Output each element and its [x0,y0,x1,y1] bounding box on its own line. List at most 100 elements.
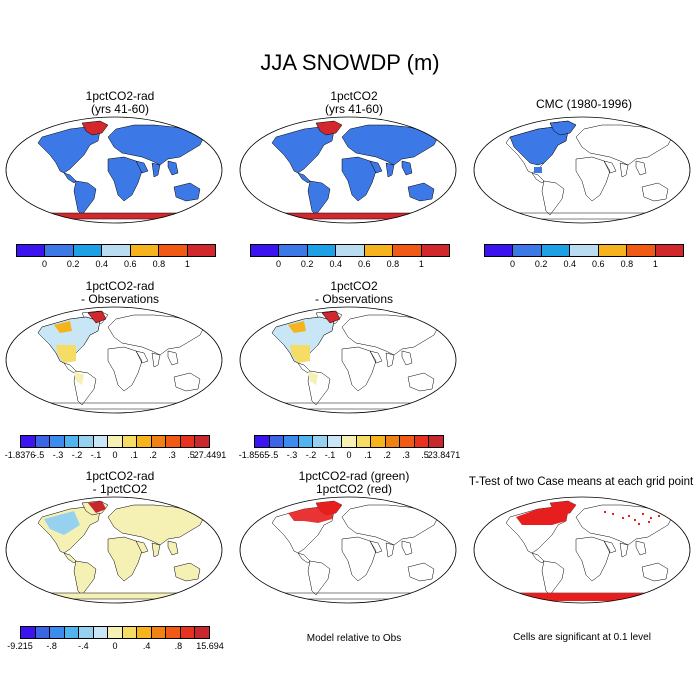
colorbar-label: -.8 [46,641,57,651]
colorbar-rad-minus-co2: -9.215 -.8 -.4 0 .4 .8 15.694 [7,626,224,651]
land-seAsia [167,160,179,176]
colorbar-label: 0.4 [95,259,108,269]
map-co2-minus-obs [238,305,458,415]
colorbar-label: .1 [130,450,138,460]
colorbar-cell [313,436,328,447]
land-arabia [369,160,383,174]
panel-title-1pctco2-rad: 1pctCO2-rad (yrs 41-60) [85,89,155,116]
land-antarctica [43,592,185,600]
land-centralAmerica [531,172,545,184]
land-eurasia [107,314,205,356]
significant-cells [628,515,630,517]
colorbar-label: 0 [346,450,352,460]
land-southAmerica [541,180,565,216]
colorbar-cell [251,245,280,256]
colorbar-cell [421,245,449,256]
land-africa [107,156,143,202]
colorbar-cell [414,436,430,447]
colorbar-cell [93,436,109,447]
anomaly-region [87,310,107,324]
land-antarctica [277,592,419,600]
panel-title-co2-minus-obs: 1pctCO2 - Observations [314,279,394,306]
significant-cells [612,513,614,515]
colorbar-label: 0.6 [592,259,605,269]
colorbar-cell [45,245,74,256]
land-india [151,352,161,368]
map-frame [5,306,223,414]
colorbar-label: -9.215 [7,641,33,651]
land-arabia [135,350,149,364]
significant-cells [648,521,650,523]
colorbar-label: 1 [652,259,658,269]
colorbar-cell [195,627,209,638]
anomaly-region [321,310,341,324]
colorbar-cell [371,436,386,447]
land-australia [173,372,201,392]
significant-cells [658,515,660,517]
land-india [385,542,395,558]
colorbar-1pctco2-rad: 0 0.2 0.4 0.6 0.8 1 [16,244,216,269]
colorbar-cmc: 0 0.2 0.4 0.6 0.8 1 [484,244,684,269]
colorbar-cell [137,436,152,447]
map-frame [5,116,223,224]
colorbar-cell [307,245,337,256]
colorbar-cell [364,245,394,256]
colorbar-label: .2 [383,450,391,460]
colorbar-cell [356,436,372,447]
anomaly-region [56,345,76,363]
land-southAmerica [73,560,97,596]
colorbar-cell [385,436,401,447]
anomaly-region [74,371,84,385]
map-rad-minus-obs [4,305,224,415]
colorbar-cell [159,245,188,256]
colorbar-label: -.2 [71,450,83,460]
anomaly-region [290,345,310,363]
colorbar-label: 27.4491 [193,450,227,460]
colorbar-label: 0 [510,259,516,269]
land-eurasia [575,124,673,166]
colorbar-label: 0.2 [534,259,548,269]
land-southAmerica [307,370,331,406]
colorbar-label: -.5 [267,450,279,460]
colorbar-cell [166,436,181,447]
colorbar-cell [429,436,443,447]
land-seAsia [635,540,647,556]
colorbar-label: -.5 [33,450,45,460]
land-southAmerica [73,370,97,406]
colorbar-label: 0.8 [386,259,400,269]
colorbar-label: .8 [174,641,183,651]
colorbar-cell [17,245,46,256]
land-southAmerica [307,180,331,216]
significant-cells [638,523,640,525]
colorbar-cell [655,245,683,256]
colorbar-cell [35,436,51,447]
land-northAmerica [271,126,335,174]
colorbar-label: 1 [184,259,190,269]
colorbar-label: 0.8 [620,259,634,269]
colorbar-cell [180,436,196,447]
colorbar-cell [298,436,314,447]
map-frame [239,116,457,224]
panel-title-rad-minus-co2: 1pctCO2-rad - 1pctCO2 [85,469,155,496]
anomaly-region [44,511,80,535]
colorbar-label: 23.8471 [427,450,461,460]
colorbar-cell [513,245,542,256]
colorbar-cell [122,627,138,638]
colorbar-label: -1.8565 [238,450,270,460]
significant-cells [634,519,636,521]
colorbar-label: .5 [421,450,429,460]
colorbar-cell [93,627,109,638]
land-seAsia [167,540,179,556]
snow-region [316,501,342,515]
colorbar-label: .3 [168,450,176,460]
land-india [619,542,629,558]
colorbar-label: -.3 [286,450,298,460]
land-india [385,352,395,368]
land-centralAmerica [63,552,77,564]
land-centralAmerica [297,552,311,564]
colorbar-cell [180,627,196,638]
colorbar-label: 0 [42,259,48,269]
colorbar-cell [598,245,628,256]
map-green-red [238,495,458,605]
colorbar-cell [79,627,94,638]
